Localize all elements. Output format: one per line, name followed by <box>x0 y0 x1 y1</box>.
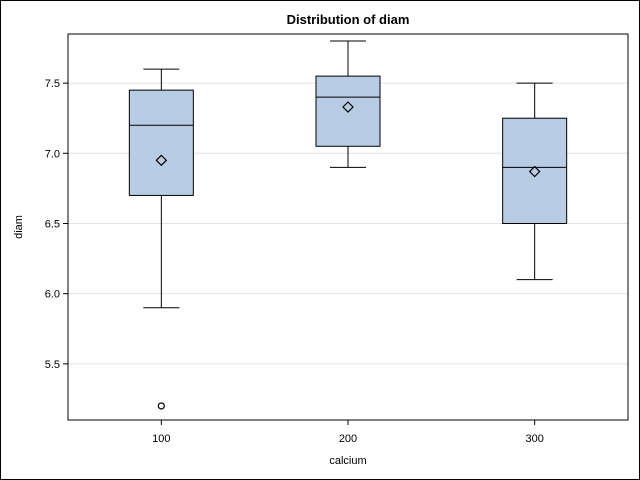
chart-title: Distribution of diam <box>287 12 410 27</box>
box-100 <box>128 68 194 410</box>
y-axis: 5.5 6.0 6.5 7.0 7.5 <box>45 78 68 371</box>
y-tick-label: 6.5 <box>45 218 60 230</box>
box-300 <box>502 82 568 281</box>
x-axis: 100 200 300 <box>152 420 544 445</box>
y-tick-label: 6.0 <box>45 289 60 301</box>
mean-marker <box>342 101 354 113</box>
x-tick-label: 300 <box>525 433 543 445</box>
y-tick-label: 7.0 <box>45 148 60 160</box>
y-tick-label: 7.5 <box>45 78 60 90</box>
y-axis-label: diam <box>13 215 25 239</box>
mean-marker <box>528 165 541 178</box>
iqr-box <box>128 89 194 196</box>
x-tick-label: 200 <box>339 433 357 445</box>
box-200 <box>315 40 381 168</box>
outlier-point <box>157 402 165 410</box>
x-axis-label: calcium <box>329 455 366 467</box>
iqr-box <box>502 117 568 224</box>
mean-marker <box>155 154 168 167</box>
y-tick-label: 5.5 <box>45 359 60 371</box>
box-series <box>128 40 568 410</box>
x-tick-label: 100 <box>152 433 170 445</box>
